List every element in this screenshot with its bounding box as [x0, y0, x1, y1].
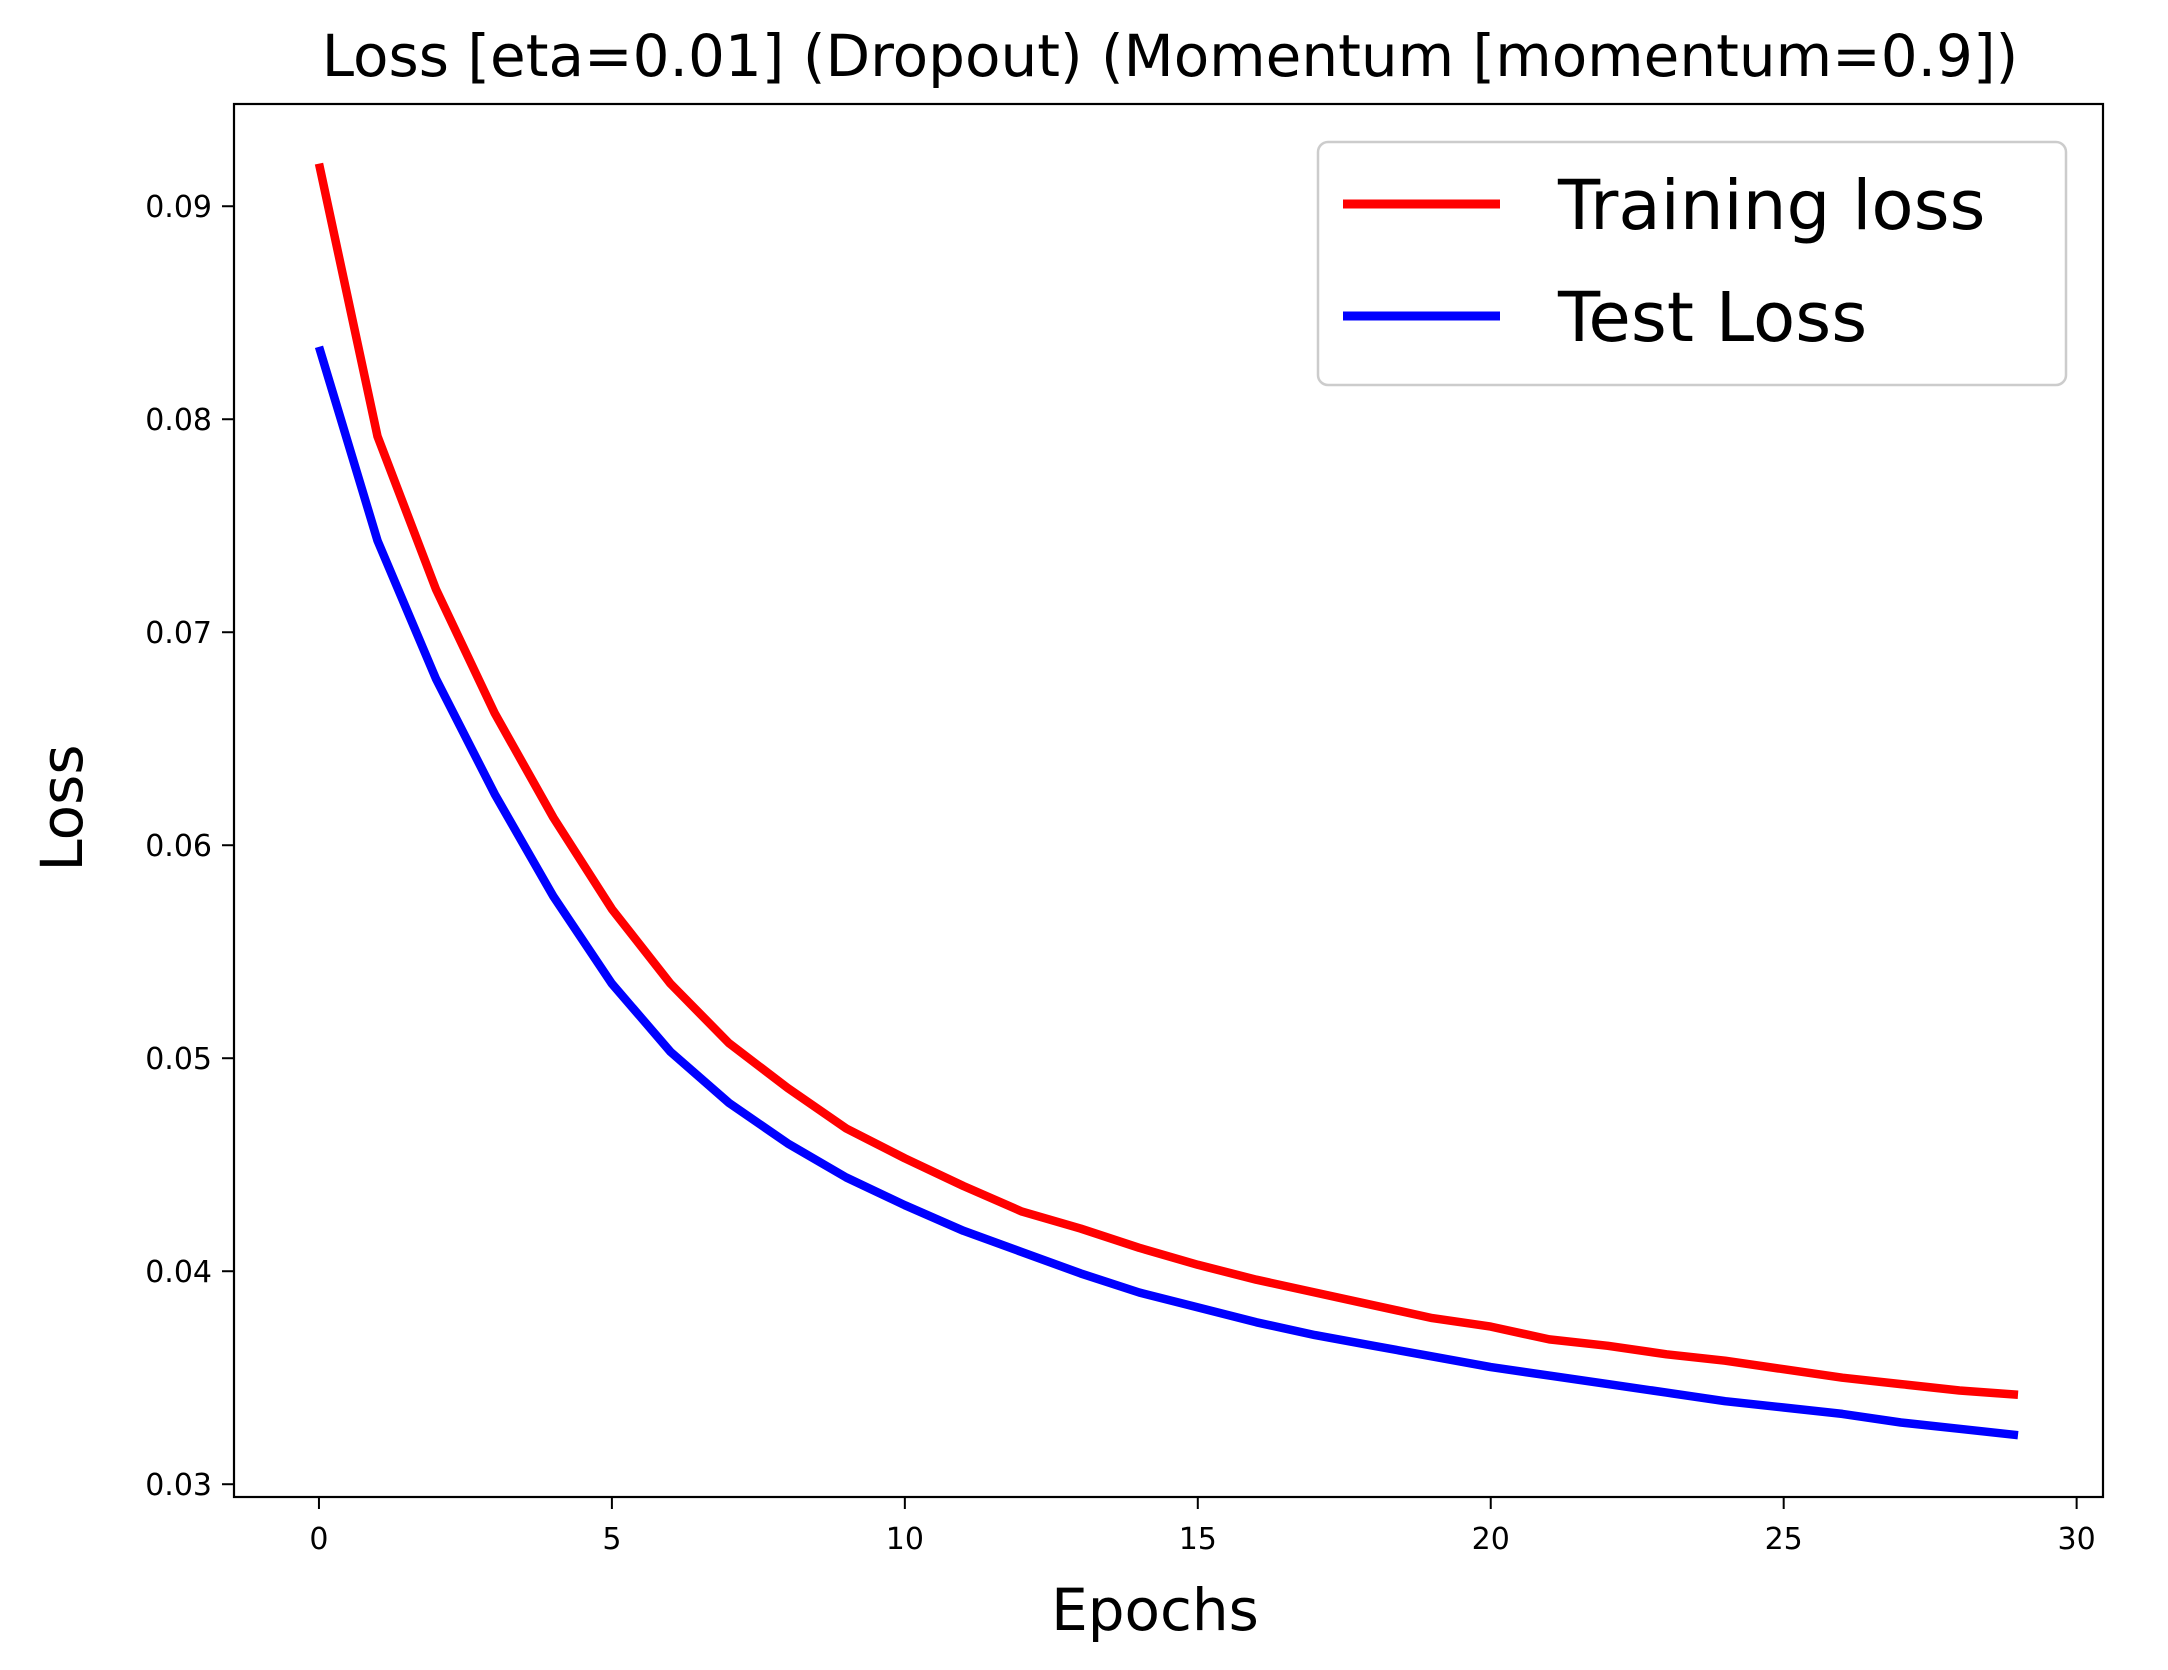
- x-tick-label: 15: [1179, 1522, 1217, 1557]
- series-line-test-loss: [314, 345, 2019, 1440]
- y-axis: 0.03 0.04 0.05 0.06 0.07 0.08 0.09: [145, 190, 234, 1503]
- plot-area: [232, 102, 2105, 1499]
- x-axis-label: Epochs: [1051, 1576, 1259, 1644]
- y-tick-label: 0.03: [145, 1468, 212, 1503]
- y-tick-label: 0.06: [145, 829, 212, 864]
- x-tick-label: 25: [1765, 1522, 1803, 1557]
- legend-label: Test Loss: [1557, 278, 1867, 358]
- y-tick-label: 0.05: [145, 1042, 212, 1077]
- legend: Training loss Test Loss: [1316, 140, 2068, 387]
- y-tick-label: 0.08: [145, 403, 212, 438]
- x-tick-label: 10: [886, 1522, 924, 1557]
- chart-title: Loss [eta=0.01] (Dropout) (Momentum [mom…: [322, 22, 2018, 90]
- legend-box: [1316, 140, 2068, 387]
- x-tick-label: 20: [1472, 1522, 1510, 1557]
- plot-frame: [232, 102, 2105, 1499]
- x-tick-label: 5: [602, 1522, 621, 1557]
- x-tick-label: 0: [309, 1522, 328, 1557]
- x-axis: 0 5 10 15 20 25 30: [309, 1497, 2096, 1557]
- y-tick-label: 0.07: [145, 616, 212, 651]
- y-tick-label: 0.09: [145, 190, 212, 225]
- series-line-training-loss: [314, 162, 2019, 1400]
- legend-label: Training loss: [1557, 166, 1985, 246]
- series-layer: [314, 162, 2019, 1440]
- x-tick-label: 30: [2058, 1522, 2096, 1557]
- y-axis-label: Loss: [28, 744, 96, 871]
- y-tick-label: 0.04: [145, 1255, 212, 1290]
